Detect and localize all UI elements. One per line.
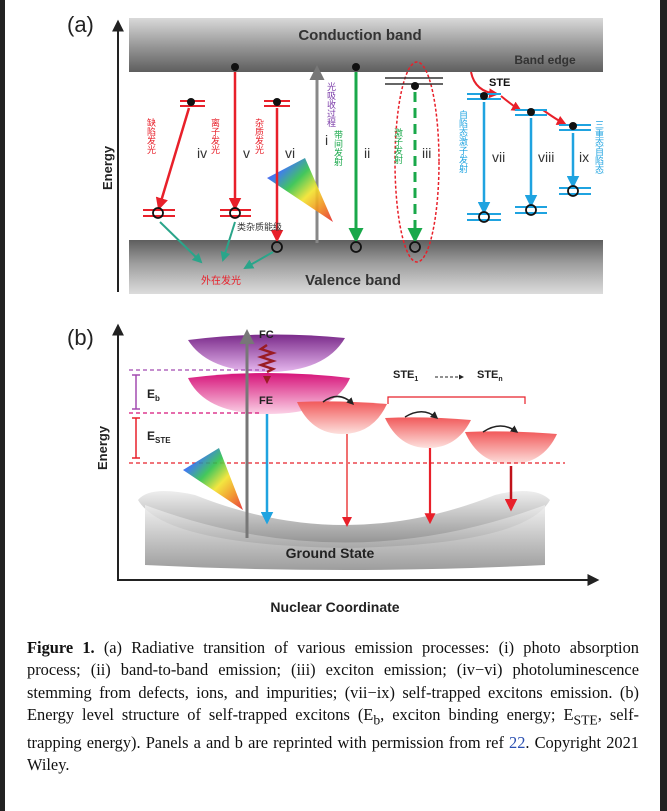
- caption-text-4: . Copyright 2021 Wiley.: [27, 732, 639, 775]
- hole-iv: [152, 207, 164, 219]
- electron-ii: [352, 63, 360, 71]
- trap-arrow-b2: [404, 411, 439, 419]
- exciton-ellipse: [394, 61, 440, 263]
- caption-text-2: , exciton binding energy; E: [380, 705, 574, 725]
- cn-self-trapped-label: 自陷态激子发射: [458, 109, 468, 174]
- caption-ref-link[interactable]: 22: [509, 732, 526, 752]
- cn-exciton-label: 激子发射: [393, 127, 403, 165]
- fc-well: [188, 334, 345, 372]
- cn-ion-label: 离子发光: [210, 117, 220, 155]
- roman-viii: viii: [538, 149, 554, 165]
- figure-svg: (a) Energy Conduction band Band edge Val…: [67, 12, 604, 615]
- roman-iv: iv: [197, 145, 207, 161]
- nuclear-coordinate-label: Nuclear Coordinate: [270, 599, 399, 615]
- figure-caption: Figure 1. (a) Radiative transition of va…: [27, 637, 639, 777]
- hole-vi: [271, 241, 283, 253]
- extrinsic-arrow-2: [220, 221, 236, 262]
- electron-v: [231, 63, 239, 71]
- roman-vii: vii: [492, 149, 505, 165]
- ste-well-n: [465, 431, 557, 464]
- este-label: ESTE: [147, 429, 171, 445]
- band-edge-label: Band edge: [514, 53, 576, 67]
- hole-iii: [409, 241, 421, 253]
- electron-viii: [527, 108, 535, 116]
- extrinsic-arrow-3: [243, 251, 274, 269]
- energy-axis-label-a: Energy: [100, 145, 115, 190]
- caption-text-3: , self-trapping energy). Panels a and b …: [27, 705, 639, 752]
- caption-text-1: (a) Radiative transition of various emis…: [27, 638, 639, 725]
- caption-sub-b: b: [373, 712, 381, 728]
- roman-ii: ii: [364, 145, 370, 161]
- ste-bracket: [387, 396, 526, 404]
- roman-i: i: [325, 132, 328, 148]
- panel-b: (b) Energy Nuclear Coordinate Ground Sta…: [67, 323, 600, 615]
- electron-iv: [187, 98, 195, 106]
- rainbow-beam-a: [267, 158, 333, 222]
- electron-ix: [569, 122, 577, 130]
- electron-iii: [411, 82, 419, 90]
- rainbow-beam-b: [183, 448, 243, 510]
- blue-transitions: vii 自陷态激子发射 viii ix 三重态自陷态: [458, 92, 604, 223]
- cn-defect-label: 缺陷发光: [146, 117, 156, 155]
- conduction-band-label: Conduction band: [298, 27, 421, 44]
- cn-triplet-label: 三重态自陷态: [594, 120, 604, 174]
- extrinsic-arrow-1: [159, 221, 203, 264]
- cn-extrinsic-label: 外在发光: [201, 274, 241, 287]
- ground-state-label: Ground State: [286, 545, 375, 561]
- roman-ix: ix: [579, 149, 589, 165]
- hole-ix: [567, 185, 579, 197]
- cn-impurity-level-label: 类杂质能级: [237, 221, 282, 232]
- roman-vi: vi: [285, 145, 295, 161]
- cn-band2band-label: 带间发射: [333, 130, 343, 167]
- panel-a-label: (a): [67, 12, 94, 37]
- arrow-iv: [155, 107, 191, 211]
- ste-label-a: STE: [489, 77, 510, 89]
- roman-iii: iii: [422, 145, 431, 161]
- panel-b-label: (b): [67, 325, 94, 350]
- hole-v: [229, 207, 241, 219]
- ste-well-1: [297, 401, 387, 434]
- hole-ii: [350, 241, 362, 253]
- ste-trap-arrow-2: [500, 95, 522, 111]
- hole-vii: [478, 211, 490, 223]
- panel-a: (a) Energy Conduction band Band edge Val…: [67, 12, 604, 294]
- cn-impurity-label: 杂质发光: [254, 118, 264, 155]
- valence-band: [129, 240, 603, 294]
- trap-arrow-b3: [482, 425, 519, 433]
- relaxation-squiggle: [257, 343, 277, 374]
- ste-trap-arrow-3: [542, 109, 567, 125]
- electron-vii: [480, 92, 488, 100]
- ste-well-2: [385, 417, 471, 448]
- electron-vi: [273, 98, 281, 106]
- eb-label: Eb: [147, 387, 160, 403]
- caption-sub-ste: STE: [573, 712, 598, 728]
- red-transitions: iv 缺陷发光 v 离子发光 vi 杂质发光: [143, 63, 295, 253]
- sten-label: STEn: [477, 369, 503, 383]
- fe-label: FE: [259, 395, 273, 407]
- cn-absorb-label: 光吸收过程: [326, 81, 336, 128]
- fc-label: FC: [259, 329, 274, 341]
- caption-figure-label: Figure 1.: [27, 638, 95, 657]
- ste1-label: STE1: [393, 369, 418, 383]
- valence-band-label: Valence band: [305, 272, 401, 289]
- roman-v: v: [243, 145, 250, 161]
- energy-axis-label-b: Energy: [95, 425, 110, 470]
- figure-page: (a) Energy Conduction band Band edge Val…: [5, 0, 660, 811]
- conduction-band: [129, 18, 603, 72]
- hole-viii: [525, 204, 537, 216]
- trap-arrow-b1: [322, 395, 355, 406]
